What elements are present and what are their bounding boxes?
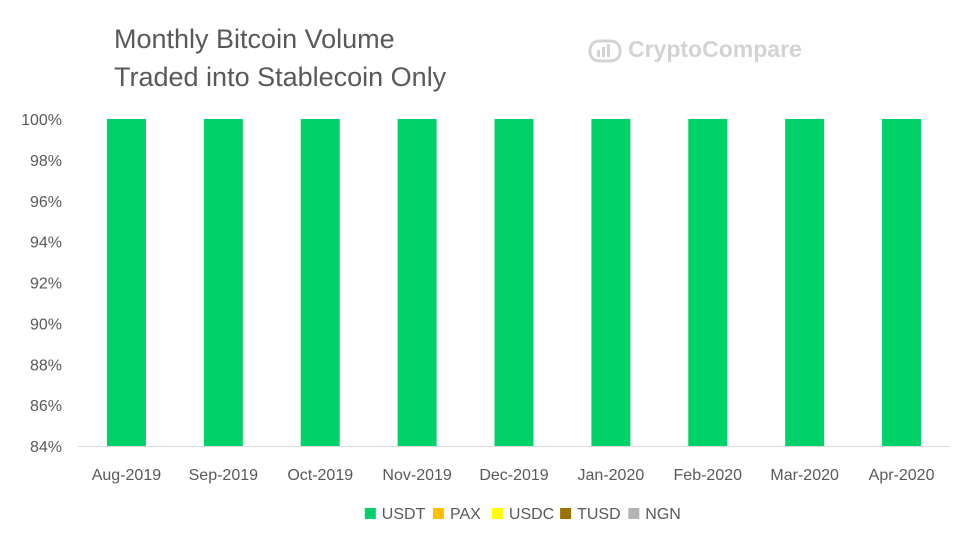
x-tick-label: Mar-2020 — [770, 467, 839, 484]
legend-swatch-usdt — [364, 508, 376, 519]
legend-swatch-ngn — [628, 508, 640, 519]
legend-label-tusd: TUSD — [577, 506, 621, 523]
legend-label-pax: PAX — [450, 506, 481, 523]
chart-title-line-2: Traded into Stablecoin Only — [114, 62, 447, 92]
bar-segment-usdt — [203, 119, 243, 446]
chart-title-line-1: Monthly Bitcoin Volume — [114, 24, 395, 54]
legend-label-usdt: USDT — [382, 506, 426, 523]
chart-title: Monthly Bitcoin Volume Traded into Stabl… — [114, 20, 446, 96]
x-tick-label: Dec-2019 — [479, 467, 548, 484]
x-tick-label: Jan-2020 — [578, 467, 645, 484]
x-tick-label: Feb-2020 — [674, 467, 743, 484]
x-tick-label: Sep-2019 — [189, 467, 258, 484]
y-tick-label: 94% — [30, 235, 62, 252]
bar-segment-usdt — [106, 119, 146, 446]
bar-segment-usdt — [300, 119, 340, 446]
legend-swatch-pax — [433, 508, 444, 519]
bar-segment-usdt — [882, 119, 922, 446]
x-tick-label: Oct-2019 — [287, 467, 353, 484]
bar-segment-usdt — [494, 119, 534, 446]
x-tick-label: Apr-2020 — [869, 467, 935, 484]
x-tick-label: Aug-2019 — [92, 467, 161, 484]
watermark-text-suffix: Compare — [702, 36, 802, 62]
y-tick-label: 86% — [30, 398, 62, 415]
legend-swatch-tusd — [560, 508, 572, 519]
legend-swatch-usdc — [491, 508, 503, 519]
y-tick-label: 92% — [30, 276, 62, 293]
y-tick-label: 100% — [21, 112, 62, 129]
y-tick-label: 90% — [30, 316, 62, 333]
y-tick-label: 88% — [30, 357, 62, 374]
y-tick-label: 96% — [30, 194, 62, 211]
bar-segment-usdt — [688, 119, 728, 446]
y-tick-label: 98% — [30, 153, 62, 170]
cryptocompare-logo-icon — [588, 39, 622, 62]
cryptocompare-watermark: CryptoCompare — [588, 36, 802, 63]
bar-segment-usdt — [785, 119, 825, 446]
watermark-text-prefix: Crypto — [628, 36, 703, 62]
bar-segment-usdt — [397, 119, 437, 446]
x-tick-label: Nov-2019 — [382, 467, 451, 484]
bar-segment-usdt — [591, 119, 631, 446]
legend-label-ngn: NGN — [645, 506, 681, 523]
legend-label-usdc: USDC — [509, 506, 554, 523]
y-tick-label: 84% — [30, 439, 62, 456]
